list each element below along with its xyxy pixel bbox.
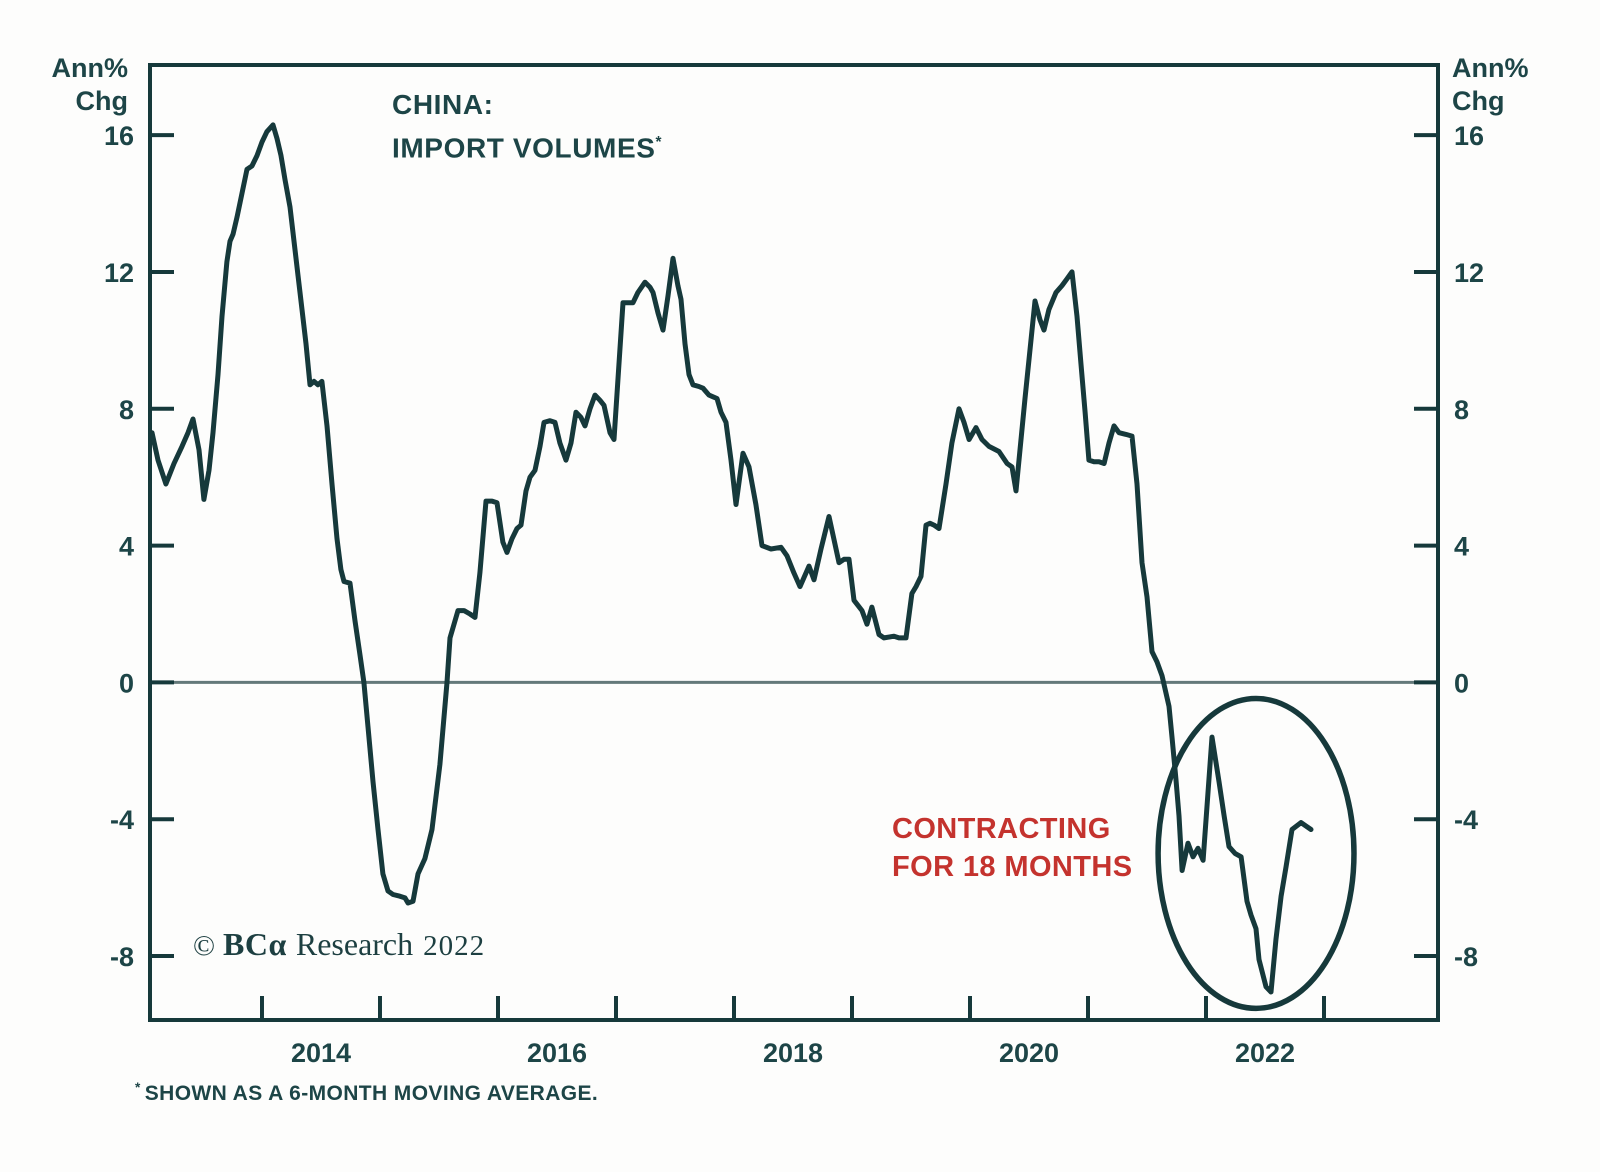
y-axis-unit-left: Ann% Chg: [40, 52, 129, 118]
y-tick-label-left: 16: [104, 121, 134, 151]
brand-logo: BCα: [223, 926, 287, 962]
annotation-contracting: CONTRACTING FOR 18 MONTHS: [892, 810, 1132, 886]
copyright: © BCα Research 2022: [193, 926, 485, 963]
y-tick-label-right: 16: [1454, 121, 1484, 151]
y-tick-label-left: 8: [119, 395, 134, 425]
y-axis-unit-left-line1: Ann%: [51, 53, 129, 83]
footnote-text: SHOWN AS A 6-MONTH MOVING AVERAGE.: [144, 1082, 599, 1105]
footnote-marker: *: [135, 1080, 141, 1095]
annotation-line1: CONTRACTING: [892, 813, 1111, 845]
y-axis-unit-right: Ann% Chg: [1452, 52, 1572, 118]
y-axis-unit-right-line1: Ann%: [1452, 53, 1529, 83]
copyright-year: 2022: [423, 930, 486, 962]
title-footnote-marker: *: [655, 134, 663, 151]
brand-name: Research: [295, 926, 414, 962]
y-tick-label-right: -4: [1454, 805, 1478, 835]
x-year-label: 2014: [291, 1038, 351, 1068]
data-line: [149, 122, 1314, 995]
y-tick-label-left: 12: [104, 258, 134, 288]
y-tick-label-left: 4: [119, 532, 134, 562]
x-year-label: 2016: [527, 1038, 587, 1068]
y-tick-label-right: -8: [1454, 942, 1478, 972]
y-axis-unit-right-line2: Chg: [1452, 86, 1505, 116]
footnote: * SHOWN AS A 6-MONTH MOVING AVERAGE.: [135, 1080, 598, 1106]
y-tick-label-right: 4: [1454, 532, 1469, 562]
x-year-label: 2020: [999, 1038, 1059, 1068]
x-year-label: 2018: [763, 1038, 823, 1068]
plot-border: [148, 63, 1440, 1022]
chart-title: CHINA: IMPORT VOLUMES*: [392, 86, 662, 167]
y-tick-label-right: 0: [1454, 668, 1469, 698]
x-year-label: 2022: [1235, 1038, 1295, 1068]
chart-title-line1: CHINA:: [392, 89, 494, 120]
copyright-symbol: ©: [193, 930, 216, 962]
y-tick-label-left: -4: [110, 805, 134, 835]
y-tick-label-left: 0: [119, 668, 134, 698]
y-tick-label-left: -8: [110, 942, 134, 972]
chart-title-line2: IMPORT VOLUMES*: [392, 132, 663, 164]
y-axis-unit-left-line2: Chg: [75, 86, 128, 116]
annotation-line2: FOR 18 MONTHS: [892, 851, 1133, 883]
highlight-ellipse: [1155, 695, 1357, 1012]
y-tick-label-right: 8: [1454, 395, 1469, 425]
y-tick-label-right: 12: [1454, 258, 1484, 288]
